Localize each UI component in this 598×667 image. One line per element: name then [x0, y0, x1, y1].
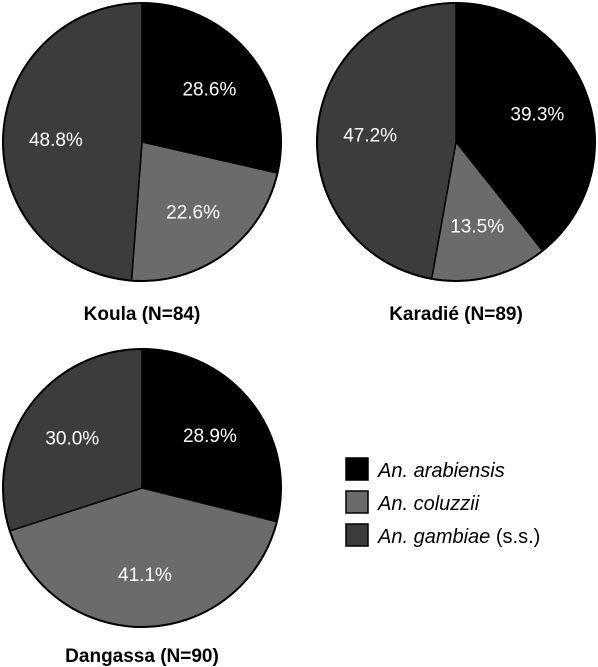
- pie-title-dangassa: Dangassa (N=90): [65, 646, 219, 667]
- pie-label-arabiensis: 28.9%: [183, 426, 237, 447]
- pie-label-arabiensis: 28.6%: [182, 79, 236, 100]
- legend-label-gambiae: An. gambiae (s.s.): [377, 526, 540, 548]
- legend-label-arabiensis: An. arabiensis: [377, 460, 505, 482]
- legend-swatch-gambiae: [345, 523, 369, 547]
- pie-koula: 28.6% 22.6% 48.8%: [2, 2, 282, 282]
- pie-outline: [2, 348, 282, 628]
- pie-label-gambiae: 30.0%: [45, 428, 99, 449]
- pie-label-coluzzii: 13.5%: [450, 217, 504, 238]
- legend-swatch-arabiensis: [345, 457, 369, 481]
- pie-label-coluzzii: 22.6%: [166, 202, 220, 223]
- pie-outline: [316, 2, 596, 282]
- pie-title-koula: Koula (N=84): [84, 304, 201, 325]
- pie-outline: [2, 2, 282, 282]
- pie-title-karadie: Karadié (N=89): [389, 304, 523, 325]
- pie-karadie: 39.3% 13.5% 47.2%: [316, 2, 596, 282]
- pie-label-arabiensis: 39.3%: [510, 105, 564, 126]
- pie-label-gambiae: 48.8%: [29, 130, 83, 151]
- pie-label-gambiae: 47.2%: [343, 125, 397, 146]
- legend-swatch-coluzzii: [345, 490, 369, 514]
- pie-label-coluzzii: 41.1%: [118, 565, 172, 586]
- legend: An. arabiensis An. coluzzii An. gambiae …: [345, 457, 540, 548]
- legend-label-coluzzii: An. coluzzii: [377, 493, 480, 515]
- pie-dangassa: 28.9% 41.1% 30.0%: [2, 348, 282, 628]
